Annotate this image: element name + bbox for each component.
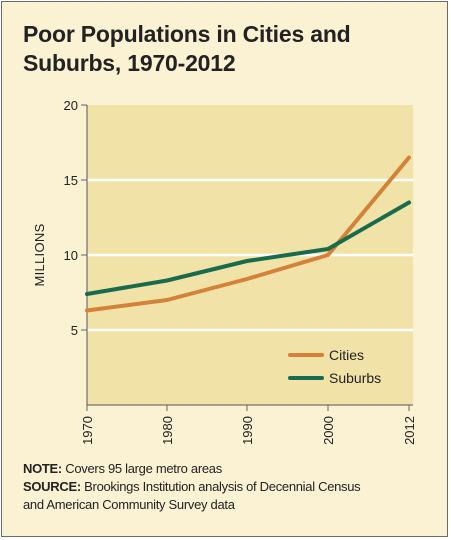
source-text: Brookings Institution analysis of Decenn… xyxy=(80,479,361,494)
chart-title-line-1: Poor Populations in Cities and xyxy=(23,21,351,47)
x-tick-label-2012: 2012 xyxy=(402,416,417,445)
source-line: SOURCE: Brookings Institution analysis o… xyxy=(23,478,433,496)
x-tick-label-1980: 1980 xyxy=(160,416,175,445)
chart-title: Poor Populations in Cities and Suburbs, … xyxy=(23,20,433,78)
y-axis-title: MILLIONS xyxy=(32,223,47,286)
source-line-2: and American Community Survey data xyxy=(23,497,235,512)
note-line: NOTE: Covers 95 large metro areas xyxy=(23,460,433,478)
chart-notes: NOTE: Covers 95 large metro areas SOURCE… xyxy=(23,460,433,514)
legend-label-cities: Cities xyxy=(329,347,364,363)
series-line-suburbs xyxy=(85,200,411,296)
y-tick-label-10: 10 xyxy=(64,248,78,263)
y-tick-label-5: 5 xyxy=(71,323,78,338)
legend-label-suburbs: Suburbs xyxy=(329,370,381,386)
y-tick-label-15: 15 xyxy=(64,173,78,188)
source-label: SOURCE: xyxy=(23,479,81,494)
x-tick-label-2000: 2000 xyxy=(321,416,336,445)
chart-title-line-2: Suburbs, 1970-2012 xyxy=(23,50,236,76)
x-tick-label-1990: 1990 xyxy=(240,416,255,445)
note-label: NOTE: xyxy=(23,461,62,476)
series-line-cities xyxy=(85,155,411,313)
note-text: Covers 95 large metro areas xyxy=(61,461,222,476)
y-tick-label-20: 20 xyxy=(64,98,78,113)
x-tick-label-1970: 1970 xyxy=(80,416,95,445)
